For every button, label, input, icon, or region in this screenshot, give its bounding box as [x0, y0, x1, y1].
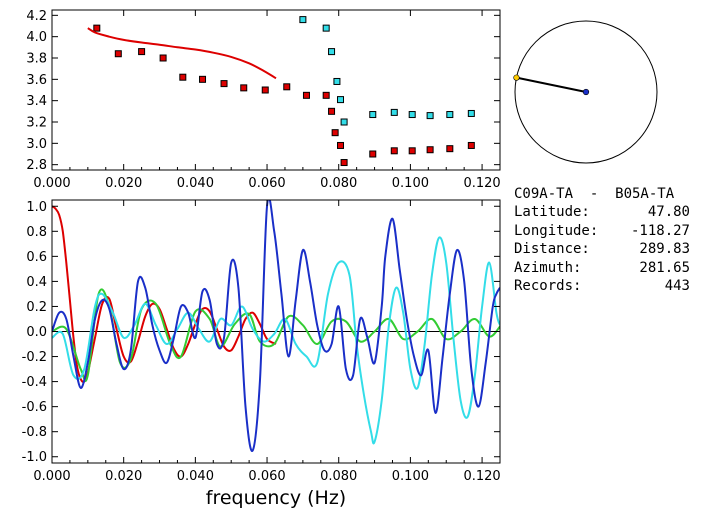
station-pair: C09A-TA - B05A-TA	[514, 186, 675, 202]
station-center-dot	[582, 88, 590, 96]
data-point	[322, 24, 330, 32]
x-tick-label: 0.040	[177, 469, 214, 484]
series-line-red	[87, 27, 277, 80]
data-point	[114, 50, 122, 58]
info-label: Latitude:	[514, 204, 590, 221]
data-point	[340, 159, 348, 167]
y-tick-label: 1.0	[26, 200, 47, 215]
info-value: 281.65	[639, 259, 690, 276]
info-row: Azimuth: 281.65	[514, 259, 690, 277]
y-tick-label: -0.6	[22, 400, 47, 415]
info-row: Distance: 289.83	[514, 240, 690, 258]
data-point	[340, 118, 348, 126]
y-tick-label: 2.8	[26, 158, 47, 173]
data-point	[138, 48, 146, 56]
x-tick-label: 0.060	[248, 176, 285, 191]
compass-circle	[514, 20, 658, 164]
x-tick-label: 0.100	[392, 469, 429, 484]
station-direction-dot	[513, 74, 520, 81]
data-point	[159, 54, 167, 62]
data-point	[426, 112, 434, 120]
x-axis-title: frequency (Hz)	[206, 487, 346, 509]
y-tick-label: 4.0	[26, 30, 47, 45]
station-info: C09A-TA - B05A-TA Latitude: 47.80 Longitud…	[514, 185, 690, 295]
info-value: 47.80	[647, 204, 690, 221]
data-point	[240, 84, 248, 92]
y-tick-label: -0.2	[22, 350, 47, 365]
data-point	[467, 109, 475, 117]
data-point	[467, 141, 475, 149]
data-point	[220, 80, 228, 88]
data-point	[426, 146, 434, 154]
x-tick-label: 0.100	[392, 176, 429, 191]
x-tick-label: 0.080	[320, 176, 357, 191]
data-point	[390, 147, 398, 155]
x-tick-label: 0.120	[463, 176, 500, 191]
plot-frame	[51, 9, 501, 171]
data-point	[333, 77, 341, 85]
x-tick-label: 0.000	[33, 176, 70, 191]
data-point	[408, 147, 416, 155]
info-value: 443	[664, 277, 690, 294]
data-point	[337, 141, 345, 149]
y-tick-label: 3.0	[26, 137, 47, 152]
info-label: Azimuth:	[514, 259, 582, 276]
y-tick-label: 3.8	[26, 52, 47, 67]
coherency-panel: 0.000 0.020 0.040 0.060 0.080 0.100 0.120 1.0 0.…	[22, 199, 501, 509]
info-label: Longitude:	[514, 222, 599, 239]
data-point	[261, 86, 269, 94]
y-tick-label: -0.4	[22, 375, 47, 390]
x-tick-label: 0.120	[463, 469, 500, 484]
y-tick-label: 3.2	[26, 116, 47, 131]
y-tick-label: 3.6	[26, 73, 47, 88]
data-point	[331, 129, 339, 137]
x-tick-label: 0.080	[320, 469, 357, 484]
y-tick-label: 0.4	[26, 275, 47, 290]
data-point	[93, 24, 101, 32]
series-line-cyan	[52, 236, 500, 445]
info-row: Latitude: 47.80	[514, 203, 690, 221]
data-point	[369, 111, 377, 119]
data-point	[408, 111, 416, 119]
x-tick-label: 0.020	[105, 176, 142, 191]
azimuth-line	[516, 76, 587, 93]
info-value: 289.83	[639, 241, 690, 258]
info-row: Records: 443	[514, 277, 690, 295]
data-point	[337, 96, 345, 104]
data-point	[283, 83, 291, 91]
data-point	[328, 48, 336, 56]
dispersion-panel: 0.000 0.020 0.040 0.060 0.080 0.100 0.120 2.8 3.…	[26, 9, 500, 191]
series-line-red	[52, 205, 277, 383]
x-tick-label: 0.040	[177, 176, 214, 191]
x-tick-label: 0.020	[105, 469, 142, 484]
info-value: -118.27	[630, 222, 690, 239]
data-point	[328, 107, 336, 115]
data-point	[199, 75, 207, 83]
info-label: Distance:	[514, 241, 590, 258]
info-row: Longitude: -118.27	[514, 222, 690, 240]
y-tick-label: 0.8	[26, 225, 47, 240]
data-point	[322, 91, 330, 99]
data-point	[179, 73, 187, 81]
azimuth-circle	[513, 20, 658, 164]
y-tick-label: 0.2	[26, 300, 47, 315]
x-tick-label: 0.000	[33, 469, 70, 484]
data-point	[390, 108, 398, 116]
data-point	[446, 145, 454, 153]
y-tick-label: 0.0	[26, 325, 47, 340]
info-label: Records:	[514, 277, 582, 294]
y-tick-label: 3.4	[26, 94, 47, 109]
data-point	[302, 91, 310, 99]
data-point	[299, 16, 307, 24]
series-line-green	[52, 288, 500, 382]
data-point	[369, 150, 377, 158]
series-line-blue	[52, 200, 500, 452]
y-tick-label: -0.8	[22, 425, 47, 440]
y-tick-label: 0.6	[26, 250, 47, 265]
data-point	[446, 111, 454, 119]
y-tick-label: 4.2	[26, 9, 47, 24]
x-tick-label: 0.060	[248, 469, 285, 484]
y-tick-label: -1.0	[22, 450, 47, 465]
